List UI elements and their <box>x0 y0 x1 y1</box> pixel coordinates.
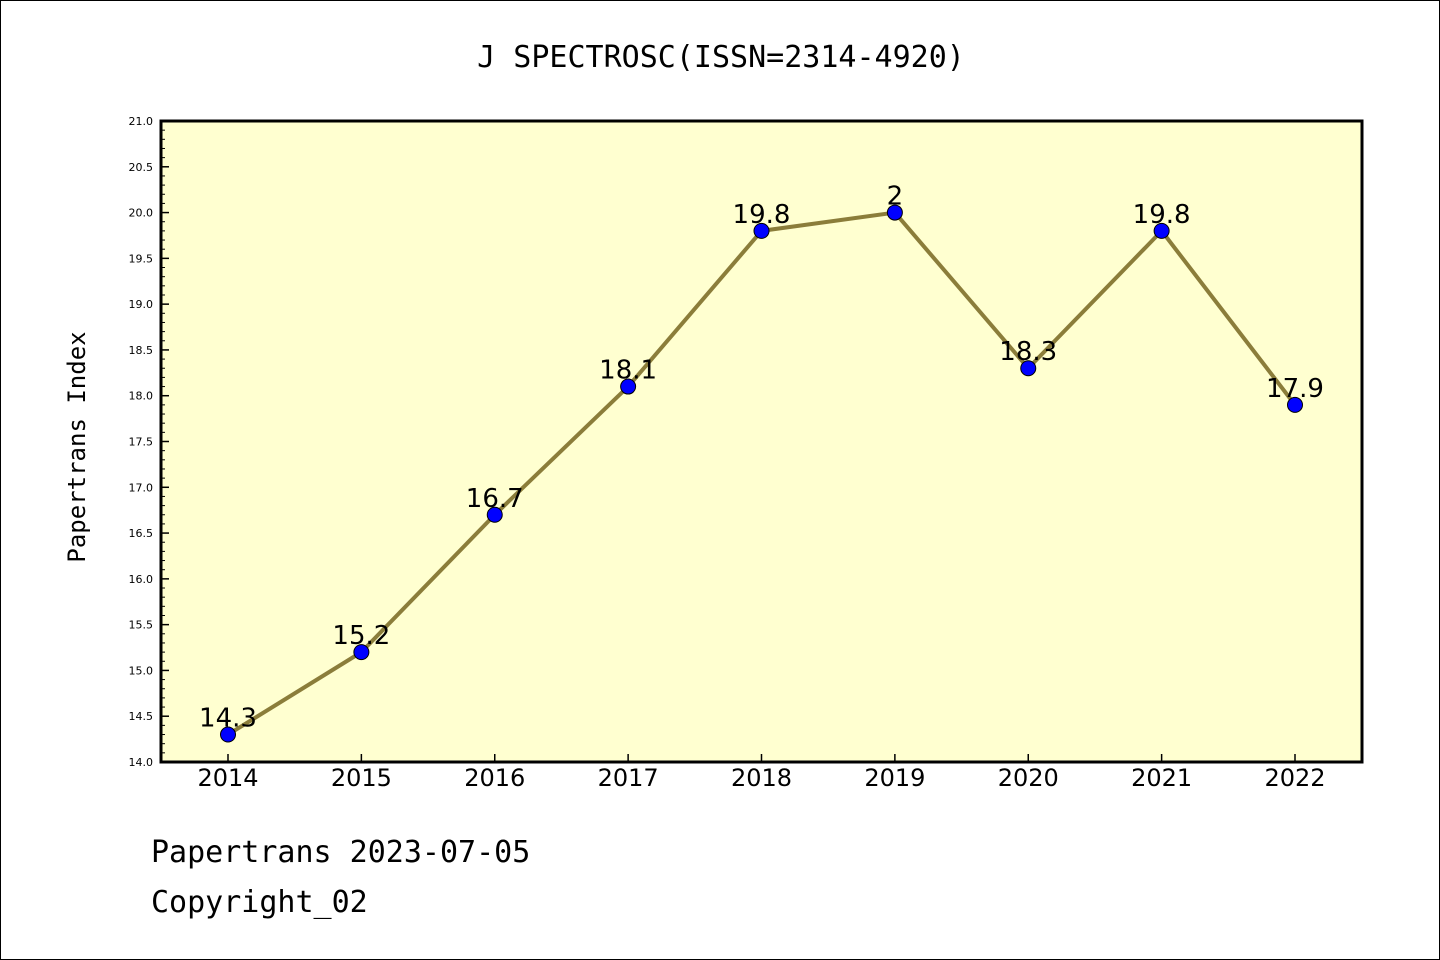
data-point <box>486 506 503 523</box>
data-point <box>753 222 770 239</box>
y-tick-label: 20.0 <box>129 207 154 220</box>
data-label: 19.8 <box>1133 200 1191 230</box>
y-tick-label: 21.0 <box>129 115 154 128</box>
data-point <box>1287 396 1303 413</box>
y-tick-label: 19.5 <box>129 252 154 265</box>
data-point <box>886 204 903 221</box>
y-tick-label: 17.0 <box>129 481 154 494</box>
data-label: 14.3 <box>199 704 257 734</box>
footer-date: Papertrans 2023-07-05 <box>151 835 531 870</box>
series-layer: 14.3 15.2 16.7 18.1 19.8 2 18.3 19.8 17.9 <box>199 182 1324 743</box>
x-tick-label: 2018 <box>731 764 792 792</box>
data-label: 15.2 <box>332 621 390 651</box>
x-tick-label: 2016 <box>464 764 525 792</box>
x-tick-label: 2020 <box>998 764 1059 792</box>
data-point <box>1153 222 1170 239</box>
data-label: 19.8 <box>733 200 791 230</box>
data-label: 18.3 <box>999 337 1057 367</box>
x-tick-label: 2022 <box>1264 764 1325 792</box>
footer-copyright: Copyright_02 <box>151 885 368 920</box>
y-tick-label: 18.0 <box>129 390 154 403</box>
x-axis: 2014 2015 2016 2017 2018 2019 2020 2021 2022 <box>197 754 1326 792</box>
data-label: 18.1 <box>599 356 657 386</box>
data-point <box>220 726 236 743</box>
x-tick-label: 2014 <box>197 764 258 792</box>
y-tick-label: 16.5 <box>129 527 154 540</box>
y-tick-label: 18.5 <box>129 344 154 357</box>
y-tick-label: 17.5 <box>129 436 154 449</box>
x-tick-label: 2019 <box>864 764 925 792</box>
y-tick-label: 16.0 <box>129 573 154 586</box>
data-label: 2 <box>887 182 904 212</box>
y-tick-label: 15.0 <box>129 664 154 677</box>
y-tick-label: 15.5 <box>129 619 154 632</box>
data-point <box>1020 360 1037 377</box>
data-point <box>620 378 637 395</box>
data-label: 16.7 <box>466 484 524 514</box>
y-axis: 14.0 14.5 15.0 15.5 16.0 16.5 17.0 17.5 18.0 18.5… <box>129 115 169 769</box>
y-tick-label: 20.5 <box>129 161 154 174</box>
y-tick-label: 19.0 <box>129 298 154 311</box>
chart-title: J SPECTROSC(ISSN=2314-4920) <box>477 40 965 75</box>
y-axis-label: Papertrans Index <box>63 331 91 562</box>
x-tick-label: 2015 <box>331 764 392 792</box>
x-tick-label: 2017 <box>598 764 659 792</box>
data-label: 17.9 <box>1266 374 1324 404</box>
y-tick-label: 14.5 <box>129 710 154 723</box>
x-tick-label: 2021 <box>1131 764 1192 792</box>
y-tick-label: 14.0 <box>129 756 154 769</box>
data-point <box>353 644 370 661</box>
